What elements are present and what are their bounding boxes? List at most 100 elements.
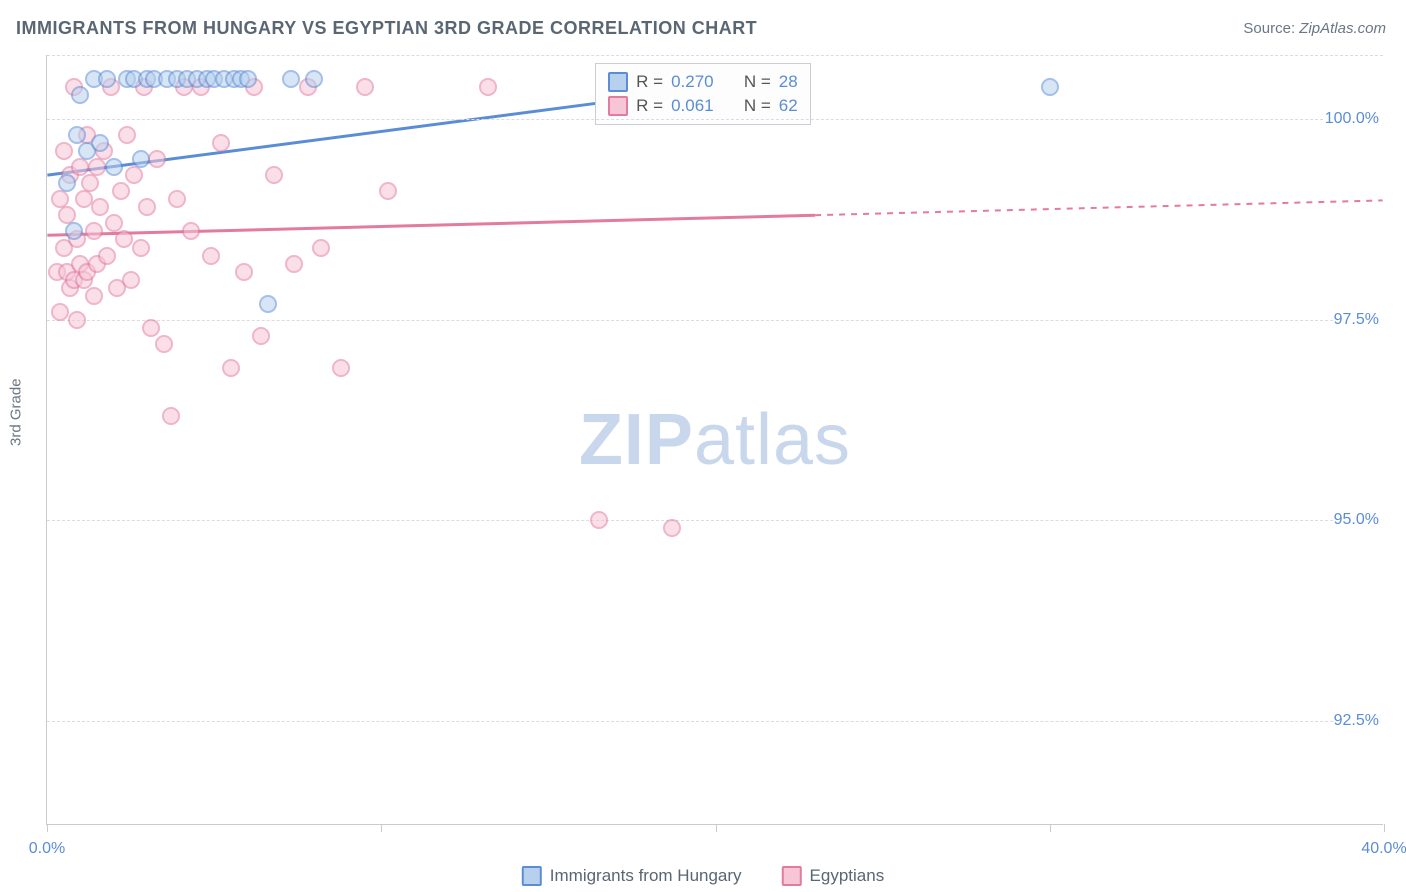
y-tick-label: 100.0% <box>1325 110 1385 128</box>
scatter-point-blue <box>239 70 257 88</box>
scatter-point-pink <box>252 327 270 345</box>
scatter-point-pink <box>235 263 253 281</box>
r-label: R = <box>636 72 663 92</box>
source-label: Source: <box>1243 20 1295 37</box>
scatter-point-blue <box>98 70 116 88</box>
gridline-h <box>47 119 1383 120</box>
scatter-point-blue <box>65 222 83 240</box>
n-value: 62 <box>779 96 798 116</box>
scatter-point-pink <box>142 319 160 337</box>
x-tick <box>1384 824 1385 832</box>
scatter-point-pink <box>379 182 397 200</box>
n-label: N = <box>744 72 771 92</box>
x-tick <box>47 824 48 832</box>
gridline-h <box>47 320 1383 321</box>
legend-label: Immigrants from Hungary <box>550 866 742 886</box>
gridline-h <box>47 55 1383 56</box>
gridline-h <box>47 520 1383 521</box>
scatter-point-pink <box>356 78 374 96</box>
x-tick <box>716 824 717 832</box>
watermark-rest: atlas <box>694 400 851 480</box>
scatter-point-blue <box>71 86 89 104</box>
scatter-point-blue <box>58 174 76 192</box>
stats-legend-row-pink: R = 0.061 N = 62 <box>608 94 798 118</box>
legend-label: Egyptians <box>810 866 885 886</box>
scatter-point-pink <box>105 214 123 232</box>
scatter-point-pink <box>132 239 150 257</box>
scatter-point-blue <box>259 295 277 313</box>
scatter-point-pink <box>148 150 166 168</box>
watermark: ZIPatlas <box>579 399 851 481</box>
scatter-point-pink <box>81 174 99 192</box>
scatter-point-blue <box>282 70 300 88</box>
y-tick-label: 92.5% <box>1334 712 1385 730</box>
scatter-point-pink <box>85 287 103 305</box>
r-value: 0.270 <box>671 72 714 92</box>
scatter-point-pink <box>118 126 136 144</box>
scatter-point-pink <box>312 239 330 257</box>
n-value: 28 <box>779 72 798 92</box>
gridline-h <box>47 721 1383 722</box>
trendline-pink-extrapolated <box>815 200 1382 215</box>
scatter-point-pink <box>332 359 350 377</box>
scatter-point-blue <box>132 150 150 168</box>
scatter-point-pink <box>168 190 186 208</box>
scatter-point-pink <box>75 190 93 208</box>
scatter-point-pink <box>479 78 497 96</box>
x-tick-label: 40.0% <box>1361 840 1406 858</box>
plot-area: ZIPatlas R = 0.270 N = 28 R = 0.061 N = … <box>46 55 1383 825</box>
scatter-point-blue <box>91 134 109 152</box>
scatter-point-pink <box>138 198 156 216</box>
n-label: N = <box>744 96 771 116</box>
trend-lines-layer <box>47 55 1383 824</box>
chart-title: IMMIGRANTS FROM HUNGARY VS EGYPTIAN 3RD … <box>16 18 757 39</box>
legend-item-pink: Egyptians <box>782 866 885 886</box>
scatter-point-pink <box>222 359 240 377</box>
y-axis-title: 3rd Grade <box>8 378 25 446</box>
scatter-point-pink <box>68 311 86 329</box>
legend-swatch-blue <box>608 72 628 92</box>
scatter-point-pink <box>122 271 140 289</box>
y-tick-label: 97.5% <box>1334 311 1385 329</box>
scatter-point-pink <box>112 182 130 200</box>
scatter-point-pink <box>125 166 143 184</box>
legend-swatch-pink <box>608 96 628 116</box>
scatter-point-pink <box>285 255 303 273</box>
y-tick-label: 95.0% <box>1334 511 1385 529</box>
legend-swatch-pink <box>782 866 802 886</box>
scatter-point-pink <box>212 134 230 152</box>
source-attribution: Source: ZipAtlas.com <box>1243 20 1386 37</box>
scatter-point-blue <box>68 126 86 144</box>
scatter-point-pink <box>55 142 73 160</box>
stats-legend: R = 0.270 N = 28 R = 0.061 N = 62 <box>595 63 811 125</box>
scatter-point-blue <box>305 70 323 88</box>
scatter-point-pink <box>98 247 116 265</box>
source-value: ZipAtlas.com <box>1299 20 1386 37</box>
scatter-point-pink <box>663 519 681 537</box>
watermark-bold: ZIP <box>579 400 694 480</box>
scatter-point-blue <box>105 158 123 176</box>
scatter-point-pink <box>202 247 220 265</box>
trendline-pink <box>47 215 815 235</box>
legend-swatch-blue <box>522 866 542 886</box>
x-tick <box>381 824 382 832</box>
scatter-point-pink <box>182 222 200 240</box>
scatter-point-pink <box>265 166 283 184</box>
scatter-point-pink <box>590 511 608 529</box>
r-label: R = <box>636 96 663 116</box>
x-tick-label: 0.0% <box>29 840 65 858</box>
scatter-point-pink <box>51 303 69 321</box>
scatter-point-pink <box>115 230 133 248</box>
r-value: 0.061 <box>671 96 714 116</box>
scatter-point-pink <box>88 158 106 176</box>
scatter-point-pink <box>162 407 180 425</box>
scatter-point-pink <box>71 158 89 176</box>
scatter-point-pink <box>85 222 103 240</box>
scatter-point-blue <box>1041 78 1059 96</box>
x-tick <box>1050 824 1051 832</box>
stats-legend-row-blue: R = 0.270 N = 28 <box>608 70 798 94</box>
scatter-point-pink <box>155 335 173 353</box>
scatter-point-pink <box>91 198 109 216</box>
legend-item-blue: Immigrants from Hungary <box>522 866 742 886</box>
bottom-legend: Immigrants from Hungary Egyptians <box>522 866 884 886</box>
